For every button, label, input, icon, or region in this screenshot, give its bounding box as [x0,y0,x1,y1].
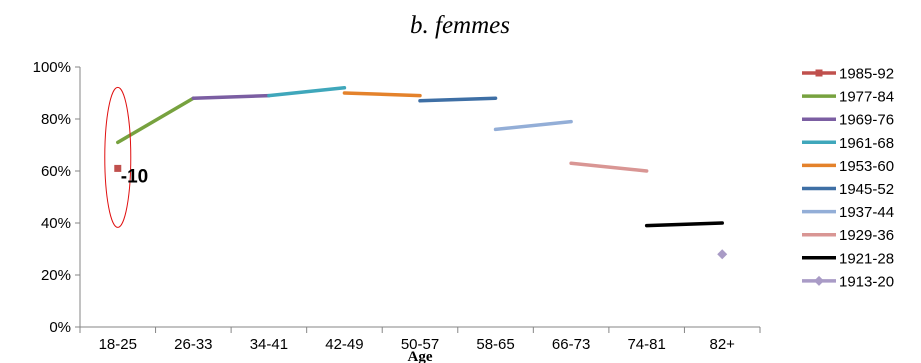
legend-marker-1913-20 [814,275,824,286]
legend-label: 1969-76 [839,112,894,129]
legend-label: 1953-60 [839,158,894,175]
legend-label: 1961-68 [839,135,894,152]
series-line-1937-44 [493,119,573,132]
x-tick-label: 50-57 [401,336,439,353]
series-line-1969-76 [191,93,271,100]
x-tick-label: 58-65 [476,336,514,353]
legend-label: 1985-92 [839,66,894,83]
annotation-label: -10 [121,166,148,187]
legend-label: 1921-28 [839,250,894,267]
x-tick-label: 74-81 [627,336,665,353]
series-line-1929-36 [569,161,649,173]
y-tick-label: 100% [33,59,71,76]
data-point-1913-20 [717,249,728,260]
legend-label: 1937-44 [839,204,894,221]
legend-label: 1929-36 [839,227,894,244]
x-tick-label: 26-33 [174,336,212,353]
y-tick-label: 0% [49,319,71,336]
series-line-1921-28 [644,221,724,228]
y-tick-label: 20% [41,267,71,284]
legend-marker-1985-92 [815,69,823,77]
series-line-1953-60 [342,91,422,98]
x-tick-label: 66-73 [552,336,590,353]
x-axis-label: Age [408,349,433,363]
y-tick-label: 80% [41,111,71,128]
annotation-ellipse [104,86,132,228]
series-line-1961-68 [267,86,347,98]
legend-label: 1945-52 [839,181,894,198]
x-tick-label: 42-49 [325,336,363,353]
y-tick-label: 60% [41,163,71,180]
chart-title: b. femmes [410,12,510,39]
legend-label: 1913-20 [839,273,894,290]
y-tick-label: 40% [41,215,71,232]
data-point-1985-92 [114,164,122,172]
x-tick-label: 82+ [709,336,735,353]
legend-label: 1977-84 [839,89,894,106]
series-line-1945-52 [418,96,498,103]
x-tick-label: 18-25 [99,336,137,353]
x-tick-label: 34-41 [250,336,288,353]
